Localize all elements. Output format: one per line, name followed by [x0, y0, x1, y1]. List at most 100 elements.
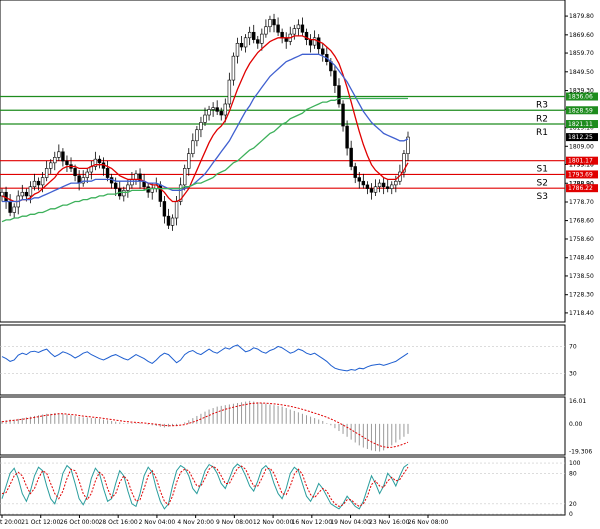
- candle-body-14: [57, 151, 61, 158]
- candle-body-32: [130, 179, 134, 186]
- candle-body-59: [239, 42, 244, 48]
- level-value-box-s1: [566, 156, 598, 165]
- osc3-axis-label-2: 20: [569, 501, 577, 508]
- oscillator-2-layer: [1, 400, 409, 452]
- candle-body-51: [207, 109, 211, 116]
- candle-body-41: [166, 215, 171, 226]
- moving-average-line-2: [1, 97, 408, 223]
- time-axis-label-9: 19 Nov 04:00: [330, 519, 371, 526]
- candle-body-18: [73, 168, 77, 177]
- candle-body-33: [134, 173, 138, 180]
- candle-body-43: [174, 201, 179, 219]
- price-axis-label-4: 1839.30: [569, 88, 594, 95]
- time-axis-label-11: 26 Nov 08:00: [408, 519, 449, 526]
- moving-average-line-1: [2, 53, 409, 203]
- axes-layer: 1879.801869.601859.701849.501839.301829.…: [0, 13, 598, 526]
- oscillator-2-frame: [0, 396, 566, 456]
- time-axis-label-8: 16 Nov 12:00: [292, 519, 333, 526]
- osc2-signal-line-0: [1, 402, 409, 448]
- candle-body-61: [247, 31, 252, 39]
- osc2-axis-label-0: 16.01: [569, 398, 586, 405]
- level-value-box-r2: [566, 106, 598, 115]
- candle-body-91: [369, 188, 374, 193]
- time-axis-label-1: 21 Oct 12:00: [21, 519, 60, 526]
- candle-body-49: [199, 122, 203, 131]
- candle-body-56: [227, 79, 232, 105]
- level-value-box-s3: [566, 184, 598, 193]
- candle-body-52: [211, 107, 215, 110]
- osc1-axis-label-0: 70: [569, 343, 577, 350]
- price-axis-label-12: 1758.60: [569, 236, 594, 243]
- oscillator-1-layer: [0, 344, 565, 374]
- price-axis-label-8: 1799.10: [569, 161, 594, 168]
- price-axis-label-11: 1768.60: [569, 218, 594, 225]
- candle-body-75: [304, 31, 309, 40]
- candle-body-21: [85, 171, 89, 178]
- current-price-text: 1812.25: [568, 134, 593, 141]
- candle-body-2: [8, 201, 12, 213]
- candle-body-85: [345, 125, 349, 149]
- time-axis-label-2: 26 Oct 00:00: [60, 519, 99, 526]
- candle-body-93: [377, 182, 382, 188]
- osc3-axis-label-3: 0: [569, 511, 573, 518]
- osc1-line-0: [1, 344, 409, 372]
- candle-body-62: [252, 31, 256, 40]
- candle-body-48: [195, 129, 199, 142]
- candle-body-40: [162, 201, 167, 217]
- candle-body-78: [316, 37, 321, 50]
- candle-body-44: [178, 184, 183, 202]
- osc1-axis-label-1: 30: [569, 371, 577, 378]
- candle-body-16: [65, 160, 69, 165]
- level-value-box-r1: [566, 120, 598, 129]
- candle-body-13: [53, 157, 57, 164]
- candle-body-47: [191, 140, 195, 154]
- candle-body-64: [260, 33, 264, 44]
- candle-body-6: [24, 191, 29, 197]
- price-axis-label-16: 1718.40: [569, 310, 594, 317]
- price-layer: R3 R2 R1 S1 S2 S3: [0, 13, 565, 231]
- candle-body-89: [361, 180, 366, 186]
- candle-body-73: [296, 24, 301, 29]
- candle-body-12: [49, 162, 53, 169]
- level-value-text-s3: 1786.22: [568, 185, 593, 192]
- time-axis-label-4: 2 Nov 04:00: [139, 519, 176, 526]
- candle-body-77: [312, 37, 317, 46]
- candle-body-9: [36, 180, 41, 186]
- moving-average-line-0: [1, 35, 409, 203]
- candle-body-90: [365, 184, 370, 189]
- candle-body-3: [12, 206, 16, 213]
- candle-body-82: [333, 70, 337, 86]
- price-axis-extra-label-1: 1788.90: [569, 180, 594, 187]
- osc2-axis-label-1: 0.00: [569, 421, 583, 428]
- price-axis-label-13: 1748.40: [569, 255, 594, 262]
- level-value-text-r2: 1828.59: [568, 107, 593, 114]
- candle-body-23: [93, 158, 98, 167]
- candle-body-67: [272, 19, 276, 26]
- current-price-box: [566, 133, 598, 142]
- price-axis-label-1: 1869.60: [569, 32, 594, 39]
- level-label-r2: R2: [536, 114, 548, 124]
- time-axis-label-0: 20 Oct 20:00: [0, 519, 22, 526]
- candle-body-0: [0, 191, 4, 197]
- candle-body-11: [44, 168, 49, 178]
- candle-body-88: [357, 177, 361, 182]
- level-value-text-r3: 1836.06: [568, 94, 593, 101]
- oscillator-1-frame: [0, 324, 566, 396]
- price-axis-label-0: 1879.80: [569, 13, 594, 20]
- time-axis-label-6: 9 Nov 08:00: [216, 519, 253, 526]
- oscillator-3-frame: [0, 456, 566, 516]
- candle-body-46: [187, 153, 191, 169]
- level-value-text-r1: 1821.11: [568, 121, 593, 128]
- candle-body-66: [268, 19, 272, 28]
- level-value-box-s2: [566, 170, 598, 179]
- candle-body-100: [406, 136, 410, 154]
- candle-body-69: [280, 31, 284, 39]
- level-value-box-r3: [566, 92, 598, 101]
- candle-body-31: [126, 184, 130, 191]
- candle-body-95: [385, 186, 390, 189]
- candle-body-8: [32, 180, 37, 188]
- level-label-s3: S3: [537, 192, 548, 202]
- level-label-s2: S2: [537, 178, 548, 188]
- price-axis-label-9: 1788.90: [569, 180, 594, 187]
